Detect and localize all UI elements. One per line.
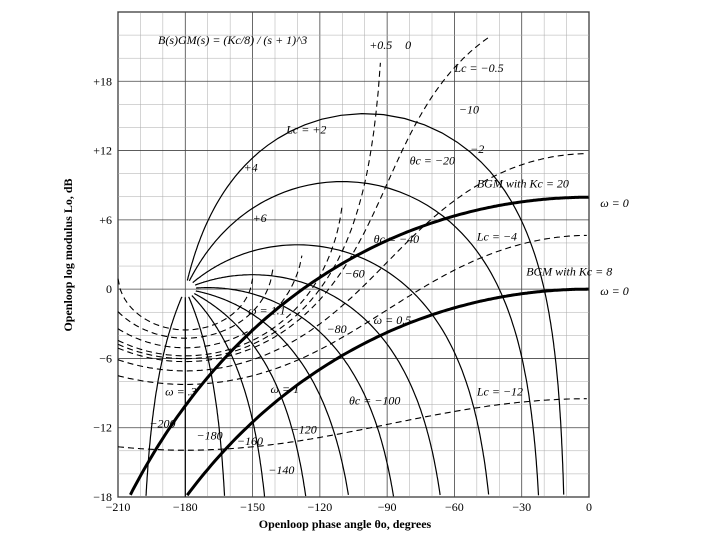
annotation-label: +4 — [244, 160, 258, 174]
x-tick-label: 0 — [586, 500, 592, 514]
annotation-label: BGM with Kc = 8 — [526, 264, 612, 278]
modulus-contour — [117, 234, 587, 385]
annotation-label: θc = −40 — [374, 232, 419, 246]
phase-contour — [192, 244, 490, 495]
annotation-label: −200 — [149, 417, 175, 431]
open-loop-series — [129, 195, 589, 496]
annotation-label: θc = −100 — [349, 394, 400, 408]
annotation-label: θc = −20 — [410, 153, 455, 167]
modulus-contour — [117, 62, 381, 360]
y-tick-label: +6 — [99, 213, 112, 227]
formula-text: B(s)GM(s) = (Kc/8) / (s + 1)^3 — [158, 33, 307, 47]
contours — [117, 35, 587, 497]
annotation-label: ω = 1 — [271, 382, 300, 396]
annotation-label: ω = 1.1 — [248, 304, 286, 318]
x-tick-label: −180 — [173, 500, 198, 514]
annotation-label: ω = 0.5 — [374, 313, 412, 327]
phase-contour — [194, 274, 441, 496]
annotation-label: −80 — [327, 322, 347, 336]
annotations: Lc = +2 +4 +6 +0.5 0 Lc = −0.5 −10 θc = −20 −2 Lc… — [149, 38, 628, 477]
modulus-contour — [117, 398, 587, 451]
phase-contour — [191, 295, 266, 497]
x-tick-label: −90 — [378, 500, 397, 514]
annotation-label: −2 — [470, 142, 484, 156]
annotation-label: ω = 0 — [600, 196, 629, 210]
y-tick-label: −12 — [93, 421, 112, 435]
annotation-label: Lc = −12 — [476, 384, 523, 398]
annotation-label: −180 — [197, 428, 223, 442]
series — [129, 195, 589, 497]
x-tick-label: −120 — [307, 500, 332, 514]
y-tick-label: −6 — [99, 351, 112, 365]
x-tick-label: −30 — [512, 500, 531, 514]
y-tick-label: +12 — [93, 144, 112, 158]
annotation-label: Lc = −4 — [476, 230, 517, 244]
annotation-label: +0.5 — [369, 38, 392, 52]
phase-contour — [193, 293, 307, 497]
annotation-label: −10 — [459, 103, 479, 117]
x-tick-label: −210 — [106, 500, 131, 514]
annotation-label: 0 — [405, 38, 411, 52]
y-axis-label: Openloop log modulus Lo, dB — [61, 178, 75, 331]
y-tick-label: +18 — [93, 74, 112, 88]
annotation-label: BGM with Kc = 20 — [477, 177, 569, 191]
modulus-contour — [117, 35, 491, 363]
annotation-label: −60 — [345, 267, 365, 281]
x-tick-label: −60 — [445, 500, 464, 514]
modulus-contour — [117, 269, 274, 339]
open-loop-series — [186, 287, 589, 497]
annotation-label: +6 — [253, 211, 267, 225]
annotation-label: ω = .3 — [165, 384, 197, 398]
phase-contour — [186, 112, 565, 495]
y-tick-label: −18 — [93, 490, 112, 504]
annotation-label: Lc = +2 — [285, 122, 326, 136]
phase-contour — [188, 296, 226, 496]
formula: B(s)GM(s) = (Kc/8) / (s + 1)^3 — [158, 33, 307, 47]
annotation-label: −120 — [291, 422, 317, 436]
annotation-label: −140 — [268, 463, 294, 477]
phase-contour — [145, 296, 183, 496]
annotation-label: ω = 0 — [600, 284, 629, 298]
y-tick-label: 0 — [106, 282, 112, 296]
phase-contour — [188, 181, 540, 496]
annotation-label: Lc = −0.5 — [453, 61, 503, 75]
ticks: −210 −180 −150 −120 −90 −60 −30 0−18−12−60+6+12… — [93, 74, 592, 514]
annotation-label: −160 — [237, 434, 263, 448]
modulus-contour — [117, 205, 343, 357]
x-axis-label: Openloop phase angle θo, degrees — [259, 517, 432, 531]
x-tick-label: −150 — [240, 500, 265, 514]
